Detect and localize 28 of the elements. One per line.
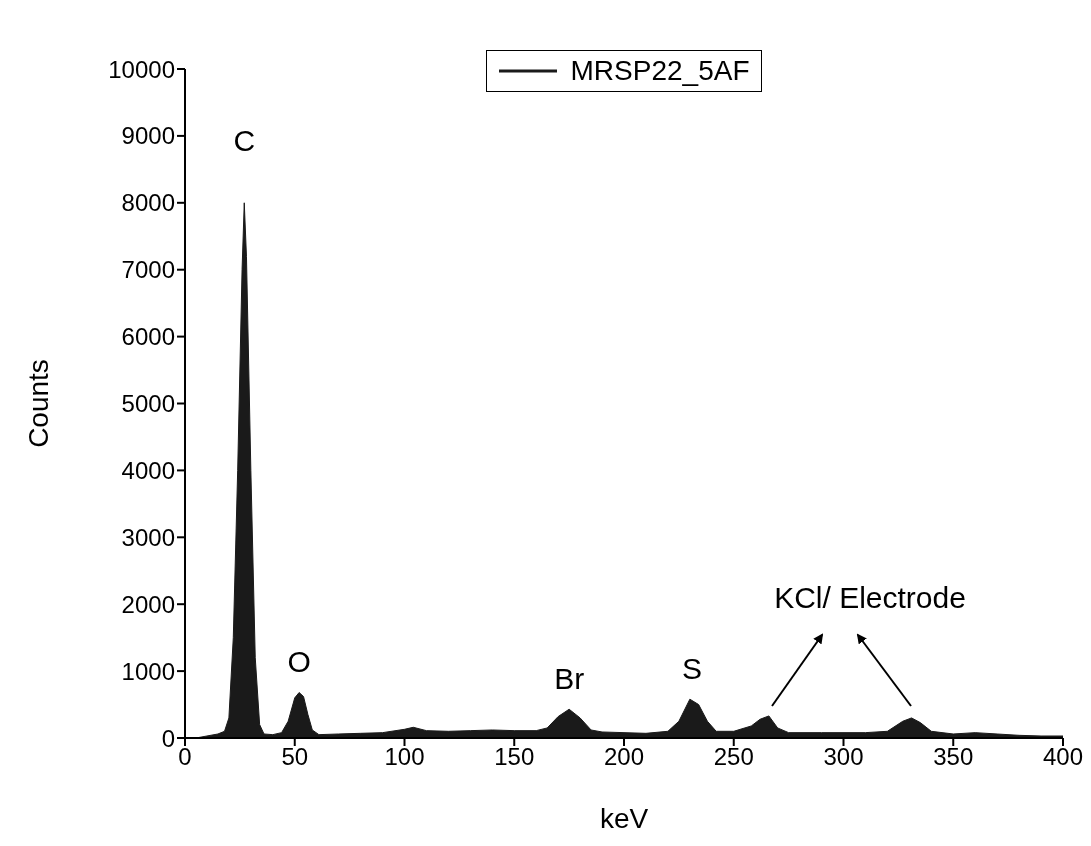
y-tick-label: 10000 [108, 55, 175, 83]
x-tick-label: 300 [823, 743, 864, 771]
y-tick-label: 2000 [121, 590, 175, 618]
y-tick-label: 1000 [121, 657, 175, 685]
annotation: O [287, 644, 311, 678]
y-tick-label: 5000 [121, 390, 175, 418]
y-tick-label: 0 [161, 724, 175, 752]
x-tick-label: 50 [281, 743, 309, 771]
y-tick-label: 9000 [121, 122, 175, 150]
y-tick-label: 6000 [121, 323, 175, 351]
legend-label: MRSP22_5AF [570, 55, 750, 87]
x-tick-label: 250 [713, 743, 754, 771]
x-tick-label: 200 [603, 743, 645, 771]
x-tick-label: 0 [178, 743, 192, 771]
x-tick-label: 100 [384, 743, 425, 771]
x-tick-label: 350 [933, 743, 974, 771]
x-axis-title: keV [599, 803, 649, 834]
y-tick-label: 8000 [121, 189, 175, 217]
annotation: KCl/ Electrode [774, 581, 966, 614]
y-tick-label: 3000 [121, 523, 175, 551]
x-tick-label: 400 [1042, 743, 1084, 771]
y-tick-label: 4000 [121, 456, 175, 484]
annotation: Br [554, 662, 585, 696]
annotation: S [682, 651, 703, 685]
y-tick-label: 7000 [121, 256, 175, 284]
x-tick-label: 150 [494, 743, 535, 771]
annotation: C [233, 124, 256, 158]
y-axis-title: Counts [22, 359, 54, 448]
